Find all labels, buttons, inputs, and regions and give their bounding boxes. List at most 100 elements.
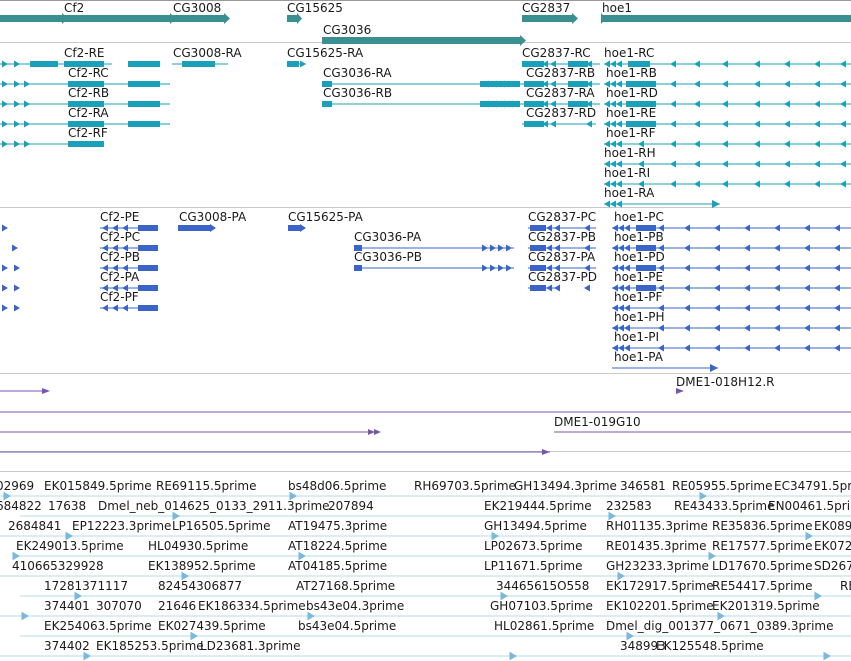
transcript-arrow bbox=[694, 60, 700, 68]
clone-feature[interactable] bbox=[0, 388, 50, 394]
protein-hoe1-pb[interactable] bbox=[612, 245, 851, 251]
est-arrow bbox=[65, 531, 73, 541]
transcript-arrow bbox=[610, 120, 616, 128]
transcript-arrow bbox=[754, 140, 760, 148]
transcript-arrow bbox=[754, 100, 760, 108]
est-label: AT04185.5prime bbox=[288, 559, 387, 573]
est-label: RE17577.5prime bbox=[712, 539, 813, 553]
protein-cf2-pf[interactable] bbox=[100, 305, 158, 311]
protein-arrow bbox=[2, 264, 8, 272]
protein-arrow bbox=[744, 284, 750, 292]
clones-track: DME1-018H12.R DME1-019G10 bbox=[0, 375, 851, 455]
protein-cg3008-pa[interactable] bbox=[178, 224, 216, 232]
protein-label: CG2837-PA bbox=[528, 250, 596, 264]
protein-arrow bbox=[744, 304, 750, 312]
est-label: 17638 bbox=[48, 499, 86, 513]
protein-cf2-pe[interactable] bbox=[100, 225, 158, 231]
protein-arrow bbox=[112, 244, 118, 252]
transcript-label: hoe1-RA bbox=[604, 186, 655, 200]
est-label: RE54417.5prime bbox=[712, 579, 813, 593]
protein-hoe1-pe[interactable] bbox=[612, 285, 851, 291]
gene-bar[interactable] bbox=[172, 15, 224, 22]
protein-arrow bbox=[102, 244, 108, 252]
protein-cg15625-pa[interactable] bbox=[288, 224, 306, 232]
est-label: RE bbox=[840, 579, 851, 593]
transcript-cg3008-ra[interactable] bbox=[172, 61, 228, 67]
protein-cf2-pa[interactable] bbox=[100, 285, 158, 291]
protein-label: CG3036-PB bbox=[354, 250, 422, 264]
protein-arrow bbox=[834, 304, 840, 312]
protein-arrow bbox=[612, 324, 618, 332]
est-label: GH13494.5prime bbox=[484, 519, 587, 533]
transcript-arrow bbox=[754, 160, 760, 168]
gene-bar[interactable] bbox=[287, 15, 297, 22]
protein-arrow bbox=[804, 344, 810, 352]
protein-arrow bbox=[774, 244, 780, 252]
protein-arrow bbox=[618, 324, 624, 332]
est-arrow bbox=[74, 591, 82, 601]
transcript-arrow bbox=[586, 120, 592, 128]
est-alignment-lines bbox=[0, 491, 851, 661]
protein-arrow bbox=[744, 224, 750, 232]
protein-hoe1-pc[interactable] bbox=[612, 225, 851, 231]
transcript-arrow bbox=[670, 80, 676, 88]
gene-label-cg15625: CG15625 bbox=[287, 1, 343, 15]
transcript-exon-arrows bbox=[2, 60, 846, 208]
transcript-label: hoe1-RC bbox=[604, 46, 654, 60]
est-arrow bbox=[617, 571, 625, 581]
transcript-label: Cf2-RC bbox=[68, 66, 109, 80]
protein-label: hoe1-PE bbox=[614, 270, 663, 284]
transcript-label: CG3008-RA bbox=[173, 46, 242, 60]
est-arrow bbox=[289, 491, 297, 501]
est-label: EK072 bbox=[814, 539, 851, 553]
protein-cf2-pc[interactable] bbox=[100, 245, 158, 251]
protein-arrow bbox=[584, 284, 590, 292]
protein-arrow bbox=[834, 264, 840, 272]
protein-arrow bbox=[744, 244, 750, 252]
transcript-arrow bbox=[616, 80, 622, 88]
est-label: RE43433.5prime bbox=[674, 499, 775, 513]
gene-bar[interactable] bbox=[322, 37, 520, 44]
gene-arrow bbox=[520, 35, 526, 46]
clone-dme1-018h12-r[interactable] bbox=[676, 388, 684, 394]
gene-bar[interactable] bbox=[0, 15, 62, 22]
clone-feature[interactable] bbox=[0, 449, 550, 455]
protein-arrow bbox=[490, 244, 496, 252]
est-label: EK102201.5prime bbox=[606, 599, 714, 613]
protein-arrow bbox=[658, 284, 664, 292]
protein-arrow bbox=[658, 344, 664, 352]
protein-arrow bbox=[482, 264, 488, 272]
transcript-arrow bbox=[504, 80, 510, 88]
transcript-cg2837-rd[interactable] bbox=[522, 121, 596, 127]
transcript-label: hoe1-RI bbox=[604, 166, 650, 180]
clone-feature[interactable] bbox=[0, 429, 381, 435]
est-label: EK219444.5prime bbox=[484, 499, 592, 513]
protein-cf2-pb[interactable] bbox=[100, 265, 158, 271]
protein-hoe1-pd[interactable] bbox=[612, 265, 851, 271]
est-arrow bbox=[509, 651, 517, 661]
protein-arrow bbox=[714, 304, 720, 312]
transcript-arrow bbox=[784, 120, 790, 128]
transcript-arrow bbox=[542, 80, 548, 88]
transcript-arrow bbox=[616, 60, 622, 68]
protein-arrow bbox=[112, 264, 118, 272]
gene-bar[interactable] bbox=[522, 15, 572, 22]
transcript-arrow bbox=[722, 80, 728, 88]
transcript-arrow bbox=[610, 80, 616, 88]
est-label: EK125548.5prime bbox=[656, 639, 764, 653]
protein-arrow bbox=[122, 264, 128, 272]
transcript-arrow bbox=[670, 180, 676, 188]
protein-label: hoe1-PC bbox=[614, 210, 664, 224]
est-arrow bbox=[190, 631, 198, 641]
protein-hoe1-pa[interactable] bbox=[612, 364, 718, 372]
gene-label-cf2: Cf2 bbox=[64, 1, 84, 15]
est-label: EK027439.5prime bbox=[158, 619, 266, 633]
transcript-hoe1-ra[interactable] bbox=[604, 200, 720, 208]
transcript-arrow bbox=[722, 60, 728, 68]
gene-bar[interactable] bbox=[64, 15, 170, 22]
transcript-arrow bbox=[24, 140, 30, 148]
protein-label: Cf2-PA bbox=[100, 270, 140, 284]
gene-bar[interactable] bbox=[601, 15, 851, 22]
protein-arrow bbox=[498, 264, 504, 272]
